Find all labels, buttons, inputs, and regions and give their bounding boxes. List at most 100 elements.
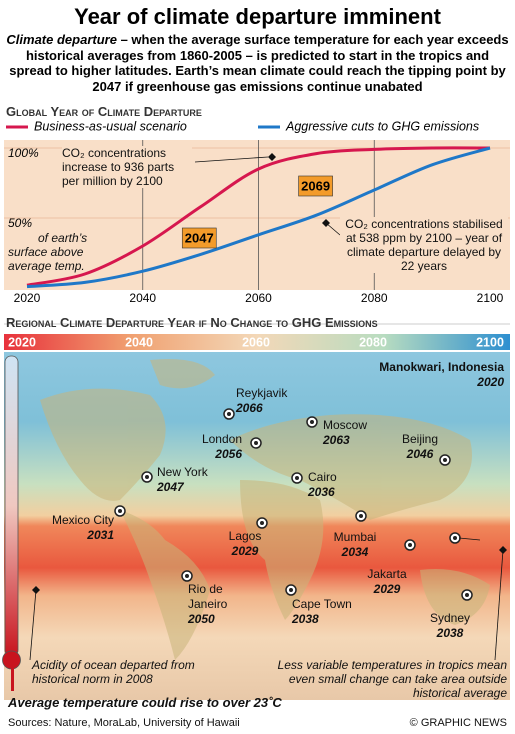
title: Year of climate departure imminent: [74, 4, 441, 29]
callout-label: 2047: [185, 230, 214, 245]
x-tick-label: 2020: [14, 291, 41, 305]
city-year: 2034: [341, 545, 369, 559]
city-label: New York 2047: [157, 465, 227, 495]
city-year: 2038: [292, 612, 319, 626]
leader: [194, 156, 269, 163]
city-dot-center: [289, 588, 293, 592]
city-name: Sydney: [429, 611, 471, 625]
note: Average temperature could rise to over 2…: [8, 695, 282, 710]
city-year: 2038: [436, 626, 464, 640]
sources: Sources: Nature, MoraLab, University of …: [8, 717, 240, 729]
land: [40, 359, 490, 660]
city-dot-center: [359, 514, 363, 518]
city-name: Jakarta: [367, 567, 407, 581]
city-year: 2066: [236, 401, 263, 415]
city-label: Sydney 2038: [420, 611, 480, 641]
y-tick-label: 50%: [8, 216, 32, 230]
scale-label: 2020: [8, 335, 36, 349]
intro: Climate departure – when the average sur…: [4, 32, 511, 94]
city-label: Manokwari, Indonesia 2020: [340, 360, 504, 390]
city-dot-center: [295, 476, 299, 480]
city-name: Lagos: [228, 529, 262, 543]
city-dot-center: [408, 543, 412, 547]
city-year: 2036: [308, 485, 335, 499]
annotation: CO₂ concentrations increase to 936 parts…: [62, 146, 192, 188]
city-dot-center: [227, 412, 231, 416]
city-year: 2031: [87, 528, 114, 542]
city-dot-center: [185, 574, 189, 578]
x-tick-label: 2060: [245, 291, 272, 305]
city-year: 2063: [323, 433, 350, 447]
city-name: Reykjavik: [236, 386, 288, 400]
city-name: Cape Town: [292, 597, 352, 611]
city-dot-center: [118, 509, 122, 513]
series-line: [26, 146, 491, 289]
city-year: 2020: [477, 375, 504, 389]
city-label: Beijing 2046: [390, 432, 450, 462]
marker: [32, 586, 40, 594]
scale-label: 2060: [242, 335, 270, 349]
note: Less variable temperatures in tropics me…: [277, 658, 507, 700]
city-name: Manokwari, Indonesia: [379, 360, 504, 374]
x-tick-label: 2100: [477, 291, 504, 305]
city-year: 2056: [215, 447, 242, 461]
city-year: 2050: [188, 612, 215, 626]
leader: [325, 222, 341, 236]
city-name: New York: [157, 465, 208, 479]
note: Acidity of ocean departed from historica…: [32, 658, 195, 686]
leader: [29, 589, 37, 661]
marker: [499, 546, 507, 554]
scale-label: 2100: [476, 335, 504, 349]
intro-text: – when the average surface temperature f…: [9, 32, 509, 94]
city-name: Cairo: [308, 470, 337, 484]
y-label: of earth’s surface above average temp.: [8, 231, 88, 273]
city-label: Mexico City 2031: [30, 513, 114, 543]
city-label: London 2056: [180, 432, 242, 462]
callout-box: [181, 227, 217, 249]
annotation: CO₂ concentrations stabilised at 538 ppm…: [340, 217, 508, 273]
thermometer-stem: [11, 665, 14, 691]
city-name: Mexico City: [51, 513, 114, 527]
y-tick-label: 100%: [8, 146, 39, 160]
city-name: Beijing: [401, 432, 439, 446]
leader: [458, 537, 481, 541]
callout-box: [298, 175, 333, 197]
map-title: Regional Climate Departure Year if No Ch…: [6, 315, 378, 330]
scale-label: 2080: [359, 335, 387, 349]
callout-label: 2069: [301, 178, 330, 193]
legend-label: Aggressive cuts to GHG emissions: [285, 119, 479, 133]
series-line: [26, 146, 491, 287]
marker: [268, 153, 276, 161]
city-name: Rio de Janeiro: [188, 582, 228, 611]
scale-bar: [4, 334, 510, 350]
city-year: 2046: [406, 447, 434, 461]
city-year: 2029: [231, 544, 259, 558]
scale-label: 2040: [125, 335, 153, 349]
city-dot-center: [453, 536, 457, 540]
city-year: 2047: [157, 480, 184, 494]
city-dot-center: [260, 521, 264, 525]
intro-term: Climate departure: [6, 32, 117, 47]
x-tick-label: 2080: [361, 291, 388, 305]
city-label: Moscow 2063: [323, 418, 393, 448]
city-label: Cape Town 2038: [292, 597, 372, 627]
chart-title: Global Year of Climate Departure: [6, 104, 202, 119]
city-name: London: [201, 432, 242, 446]
city-dot-center: [310, 420, 314, 424]
city-dot-center: [465, 593, 469, 597]
city-label: Cairo 2036: [308, 470, 388, 500]
city-dot-center: [145, 475, 149, 479]
credit: © GRAPHIC NEWS: [409, 717, 507, 729]
city-name: Mumbai: [333, 530, 377, 544]
city-label: Lagos 2029: [222, 529, 268, 559]
city-year: 2029: [373, 582, 401, 596]
thermometer: [4, 355, 19, 657]
leader: [494, 549, 504, 661]
city-label: Rio de Janeiro 2050: [188, 582, 248, 627]
city-name: Moscow: [323, 418, 368, 432]
legend-label: Business-as-usual scenario: [34, 119, 187, 133]
x-tick-label: 2040: [129, 291, 156, 305]
city-dot-center: [254, 441, 258, 445]
city-label: Reykjavik 2066: [236, 386, 296, 416]
